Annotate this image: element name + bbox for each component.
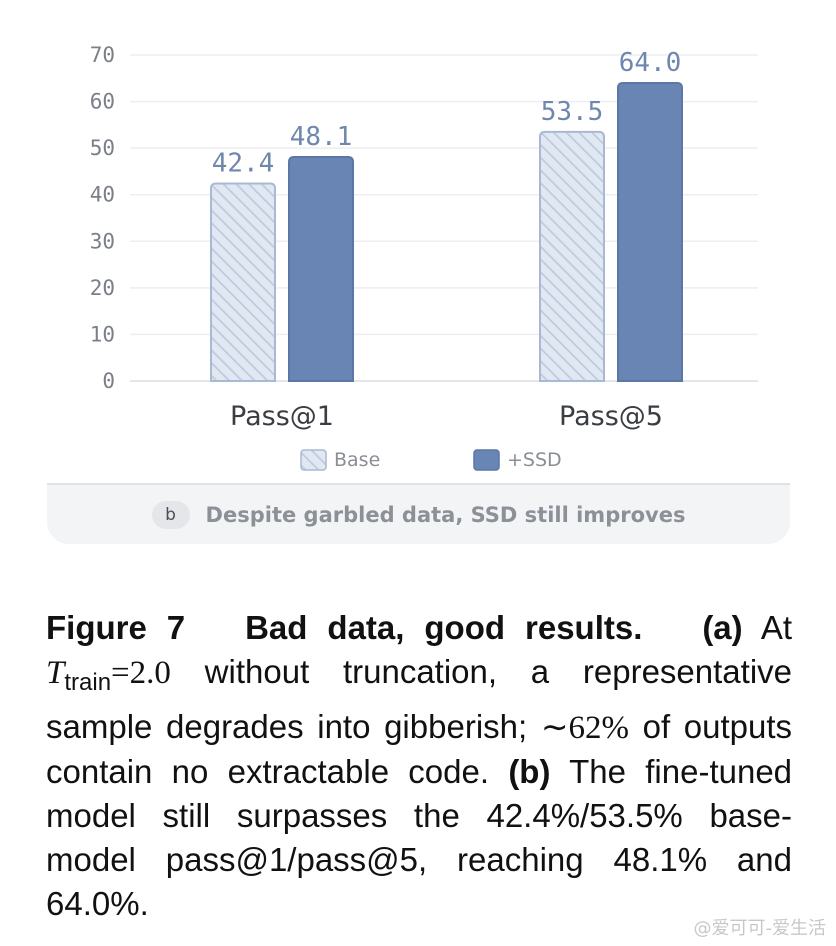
y-tick-label: 10 xyxy=(90,322,115,346)
y-tick-label: 40 xyxy=(90,183,115,207)
x-axis-categories: Pass@1 Pass@5 xyxy=(230,401,663,432)
bar-base-pass5 xyxy=(539,130,605,382)
y-tick-label: 20 xyxy=(90,276,115,300)
figure-caption: Figure 7 Bad data, good results. (a) At … xyxy=(46,606,792,926)
legend-label: +SSD xyxy=(507,449,562,471)
approx-value: ∼62% xyxy=(540,710,629,746)
panel-caption: b Despite garbled data, SSD still improv… xyxy=(47,483,790,544)
panel-caption-text: Despite garbled data, SSD still improves xyxy=(205,502,686,527)
figure-title: Bad data, good results. xyxy=(245,609,643,646)
bars xyxy=(210,81,683,382)
legend-swatch xyxy=(300,449,327,471)
caption-text-b: The fine-tuned model still surpasses the… xyxy=(46,753,793,922)
caption-text-a1: At xyxy=(760,609,792,646)
bar-ssd-pass5 xyxy=(617,81,683,382)
data-label: 53.5 xyxy=(541,97,604,127)
y-tick-label: 30 xyxy=(90,229,115,253)
y-axis-ticks: 0 10 20 30 40 50 60 70 xyxy=(90,43,115,393)
caption-part-b: (b) xyxy=(508,753,551,790)
t-value: =2.0 xyxy=(111,655,171,691)
legend-swatch xyxy=(473,449,500,471)
data-label: 48.1 xyxy=(290,122,353,152)
caption-part-a: (a) xyxy=(702,609,743,646)
bar-ssd-pass1 xyxy=(288,155,354,382)
legend-label: Base xyxy=(334,449,380,471)
data-label: 42.4 xyxy=(212,149,275,179)
x-category-label: Pass@1 xyxy=(230,401,334,432)
caption-text-a3: of outputs contain no extractable code. xyxy=(46,708,792,790)
panel-badge: b xyxy=(151,500,190,529)
data-label: 64.0 xyxy=(619,48,682,78)
y-tick-label: 70 xyxy=(90,43,115,67)
t-subscript: train xyxy=(64,669,112,696)
y-tick-label: 0 xyxy=(102,369,115,393)
bar-base-pass1 xyxy=(210,182,276,382)
legend: Base +SSD xyxy=(300,449,562,471)
data-labels: 42.4 48.1 53.5 64.0 xyxy=(212,48,682,179)
t-symbol: T xyxy=(46,655,65,691)
figure-label: Figure 7 xyxy=(46,609,186,646)
y-tick-label: 60 xyxy=(90,90,115,114)
x-category-label: Pass@5 xyxy=(559,401,663,432)
watermark: @爱可可-爱生活 xyxy=(693,918,827,939)
caption-text-a2: without truncation, a representative sam… xyxy=(46,653,792,745)
y-tick-label: 50 xyxy=(90,136,115,160)
